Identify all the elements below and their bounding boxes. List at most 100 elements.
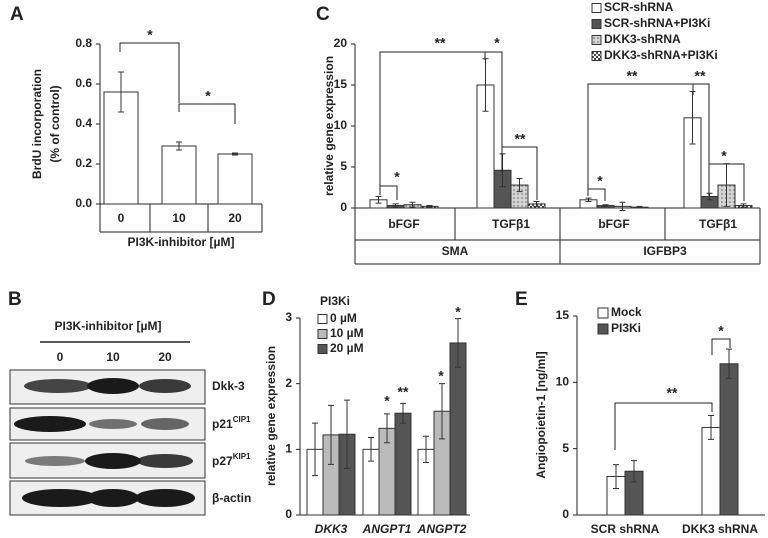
legend-swatch — [317, 314, 328, 324]
x-tick-label: TGFβ1 — [699, 217, 737, 231]
legend-swatch — [597, 323, 609, 335]
significance-bracket — [501, 146, 538, 200]
row-sup: CIP1 — [233, 415, 251, 424]
y-tick-label: 0.0 — [75, 196, 92, 210]
y-tick-label: 3 — [285, 310, 292, 324]
legend-swatch — [591, 35, 602, 45]
error-bar — [585, 197, 592, 202]
row-label: Dkk-3 — [212, 379, 245, 393]
group-label: SMA — [442, 244, 469, 258]
y-tick-label: 0.8 — [75, 36, 92, 50]
error-bar — [409, 201, 416, 208]
legend-swatch — [591, 3, 602, 13]
row-label: p27 — [212, 454, 233, 468]
row-label: p27KIP1 — [212, 452, 251, 468]
y-tick-label: 1 — [285, 442, 292, 456]
panel-letter: D — [262, 289, 276, 310]
group-label: IGFBP3 — [643, 244, 687, 258]
error-bar — [312, 422, 318, 477]
bar — [449, 342, 467, 516]
x-tick-label: DKK3 — [315, 522, 348, 536]
x-tick-label: ANGPT1 — [362, 522, 412, 536]
significance-bracket — [587, 188, 606, 201]
legend-swatch — [597, 307, 609, 319]
significance-bracket — [708, 163, 745, 201]
significance-bracket — [178, 103, 236, 124]
significance-label: * — [718, 323, 724, 339]
error-bar — [740, 203, 747, 208]
legend-label: SCR-shRNA — [604, 0, 674, 14]
legend-label: DKK3-shRNA — [604, 32, 681, 46]
x-tick-label: 10 — [172, 211, 186, 225]
x-tick-label: DKK3 shRNA — [682, 522, 758, 536]
error-bar — [392, 203, 399, 208]
error-bar — [375, 196, 382, 204]
significance-label: * — [597, 173, 603, 189]
blot-title: PI3K-inhibitor [µM] — [55, 319, 162, 333]
y-tick-label: 15 — [334, 77, 348, 91]
legend-swatch — [317, 329, 328, 339]
legend-swatch — [591, 51, 602, 61]
significance-label: * — [205, 88, 211, 104]
lane-label: 10 — [106, 350, 120, 364]
y-axis-label: Angiopoietin-1 [ng/ml] — [534, 351, 548, 478]
legend-label: 0 µM — [330, 311, 357, 325]
row-label: p21 — [212, 417, 233, 431]
x-tick-label: ANGPT2 — [417, 522, 467, 536]
legend-label: 10 µM — [330, 326, 364, 340]
error-bar — [232, 152, 238, 156]
y-tick-label: 5 — [340, 159, 347, 173]
significance-bracket — [711, 338, 731, 355]
significance-label: ** — [627, 68, 638, 84]
error-bar — [602, 204, 609, 207]
significance-label: * — [455, 304, 461, 320]
significance-bracket — [484, 51, 503, 172]
legend-swatch — [317, 344, 328, 354]
lane-label: 0 — [57, 350, 64, 364]
significance-label: ** — [667, 385, 678, 401]
lane-label: 20 — [158, 350, 172, 364]
y-tick-label: 10 — [556, 375, 570, 389]
y-tick-label: 0.4 — [75, 116, 92, 130]
significance-bracket — [587, 83, 694, 196]
x-tick-label: 0 — [118, 211, 125, 225]
error-bar — [613, 464, 619, 489]
y-axis-label: relative gene expression — [264, 346, 278, 486]
significance-label: * — [438, 368, 444, 384]
panel-letter: A — [10, 4, 24, 25]
bar — [719, 363, 739, 516]
error-bar — [439, 383, 445, 440]
bar — [217, 153, 253, 205]
error-bar — [533, 200, 540, 207]
x-tick-label: bFGF — [598, 217, 629, 231]
significance-bracket — [379, 185, 398, 200]
legend-label: 20 µM — [330, 341, 364, 355]
row-label: p21CIP1 — [212, 415, 251, 431]
significance-label: * — [394, 169, 400, 185]
bar — [394, 412, 412, 516]
y-tick-label: 5 — [562, 441, 569, 455]
panel-letter: B — [8, 289, 22, 310]
y-tick-label: 0.2 — [75, 156, 92, 170]
error-bar — [368, 437, 374, 462]
legend-title: PI3Ki — [320, 294, 350, 308]
y-tick-label: 0 — [285, 507, 292, 521]
legend-label: Mock — [611, 305, 642, 319]
error-bar — [400, 402, 406, 424]
y-tick-label: 20 — [334, 36, 348, 50]
y-axis-label: (% of control) — [48, 85, 62, 162]
error-bar — [455, 318, 461, 368]
western-blot: B PI3K-inhibitor [µM] 0 10 20 Dkk-3 p21C… — [8, 289, 251, 516]
error-bar — [328, 404, 334, 465]
significance-bracket — [614, 402, 713, 450]
x-tick-label: SCR shRNA — [591, 522, 660, 536]
y-tick-label: 0 — [562, 507, 569, 521]
error-bar — [176, 141, 182, 151]
row-sup: KIP1 — [233, 452, 251, 461]
panel-letter: C — [316, 4, 330, 25]
panel-letter: E — [515, 289, 528, 310]
significance-label: ** — [398, 384, 409, 400]
error-bar — [384, 413, 390, 444]
significance-label: * — [384, 393, 390, 409]
significance-bracket — [692, 83, 710, 196]
